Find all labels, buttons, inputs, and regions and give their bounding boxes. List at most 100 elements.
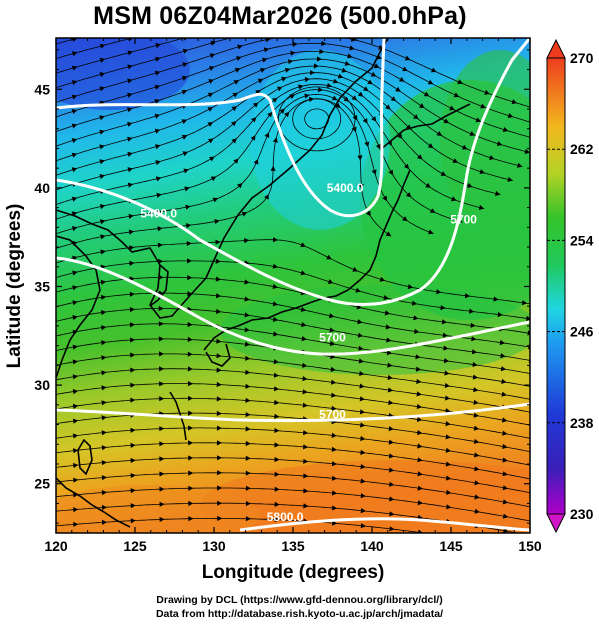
wind-arrow	[445, 461, 452, 467]
wind-arrow	[302, 362, 308, 368]
wind-arrow	[358, 358, 364, 364]
wind-arrow	[250, 135, 256, 141]
wind-arrow	[188, 455, 194, 461]
wind-arrow	[217, 515, 223, 521]
wind-arrow	[245, 383, 251, 389]
wind-arrow	[385, 324, 391, 330]
wind-arrow	[99, 174, 105, 180]
wind-arrow	[445, 408, 451, 414]
wind-arrow	[284, 111, 290, 118]
wind-arrow	[272, 301, 279, 307]
wind-arrow	[231, 121, 237, 127]
wind-arrow	[287, 59, 294, 65]
wind-arrow	[386, 350, 393, 356]
wind-arrow	[300, 270, 306, 276]
wind-arrow	[127, 92, 133, 98]
streamline	[56, 308, 530, 361]
wind-arrow	[158, 336, 164, 342]
longitude-axis: 120 125 130 135 140 145 150	[44, 38, 542, 554]
wind-arrow	[473, 399, 479, 405]
lon-tick-label: 150	[518, 538, 542, 554]
wind-arrow	[370, 71, 377, 77]
wind-arrow	[244, 296, 250, 302]
wind-arrow	[72, 285, 78, 291]
wind-arrow	[181, 89, 188, 95]
wind-arrow	[411, 300, 418, 306]
wind-arrow	[471, 336, 477, 342]
wind-arrow	[443, 345, 449, 351]
wind-arrow	[467, 182, 473, 188]
wind-arrow	[330, 366, 336, 372]
wind-arrow	[127, 107, 133, 113]
wind-arrow	[359, 409, 366, 415]
wind-arrow	[274, 456, 280, 463]
wind-arrow	[445, 434, 451, 440]
wind-arrow	[415, 366, 422, 372]
wind-arrow	[209, 66, 215, 71]
wind-arrow	[474, 480, 480, 486]
wind-arrow	[159, 396, 165, 402]
wind-arrow	[478, 204, 485, 210]
streamline	[56, 83, 485, 209]
wind-arrow	[245, 470, 251, 476]
wind-arrow	[303, 473, 309, 479]
wind-arrow	[355, 287, 361, 293]
wind-arrow	[387, 387, 394, 393]
wind-arrow	[423, 91, 430, 97]
wind-arrow	[367, 79, 373, 85]
wind-arrow	[388, 467, 395, 473]
wind-arrow	[101, 490, 107, 496]
lat-tick-label: 30	[34, 377, 50, 393]
wind-arrow	[416, 403, 422, 410]
wind-arrow	[260, 68, 266, 73]
wind-arrow	[444, 382, 450, 388]
wind-arrow	[101, 370, 107, 376]
wind-arrow	[210, 176, 217, 182]
wind-arrow	[272, 237, 279, 243]
wind-arrow	[216, 353, 222, 359]
credit-drawing: Drawing by DCL (https://www.gfd-dennou.o…	[156, 594, 443, 606]
wind-arrow	[71, 196, 78, 202]
wind-arrow	[331, 405, 337, 411]
wind-arrow	[462, 144, 468, 150]
wind-arrow	[71, 65, 78, 71]
wind-arrow	[471, 349, 478, 355]
wind-arrow	[253, 159, 259, 165]
wind-arrow	[294, 33, 299, 38]
wind-arrow	[155, 160, 161, 166]
wind-arrow	[272, 137, 278, 143]
wind-arrow	[274, 427, 280, 434]
wind-arrow	[130, 397, 136, 403]
wind-arrow	[386, 337, 392, 343]
wind-arrow	[281, 76, 287, 82]
wind-arrow	[187, 381, 193, 387]
circulation-ring	[292, 98, 342, 140]
wind-arrow	[188, 410, 194, 416]
wind-arrow	[332, 505, 338, 511]
wind-arrow	[127, 50, 133, 56]
wind-arrow	[72, 300, 78, 306]
wind-arrow	[217, 500, 223, 506]
wind-arrow	[440, 305, 446, 311]
wind-arrow	[404, 55, 411, 61]
wind-arrow	[303, 503, 309, 509]
wind-arrow	[427, 79, 434, 85]
wind-arrow	[507, 176, 513, 182]
wind-arrow	[182, 151, 189, 157]
contour-label: 5700	[319, 331, 346, 345]
wind-arrow	[417, 485, 423, 491]
wind-arrow	[154, 128, 161, 134]
wind-arrow	[389, 496, 395, 502]
wind-arrow	[331, 392, 337, 398]
wind-arrow	[73, 521, 79, 527]
wind-arrow	[415, 354, 421, 360]
streamline	[56, 65, 523, 167]
wind-arrow	[267, 111, 273, 118]
wind-arrow	[383, 295, 389, 300]
wind-arrow	[237, 183, 243, 189]
wind-arrow	[444, 370, 450, 376]
wind-arrow	[360, 523, 366, 529]
wind-arrow	[101, 385, 107, 391]
wind-arrow	[313, 63, 319, 69]
colorbar-bar	[546, 57, 566, 515]
